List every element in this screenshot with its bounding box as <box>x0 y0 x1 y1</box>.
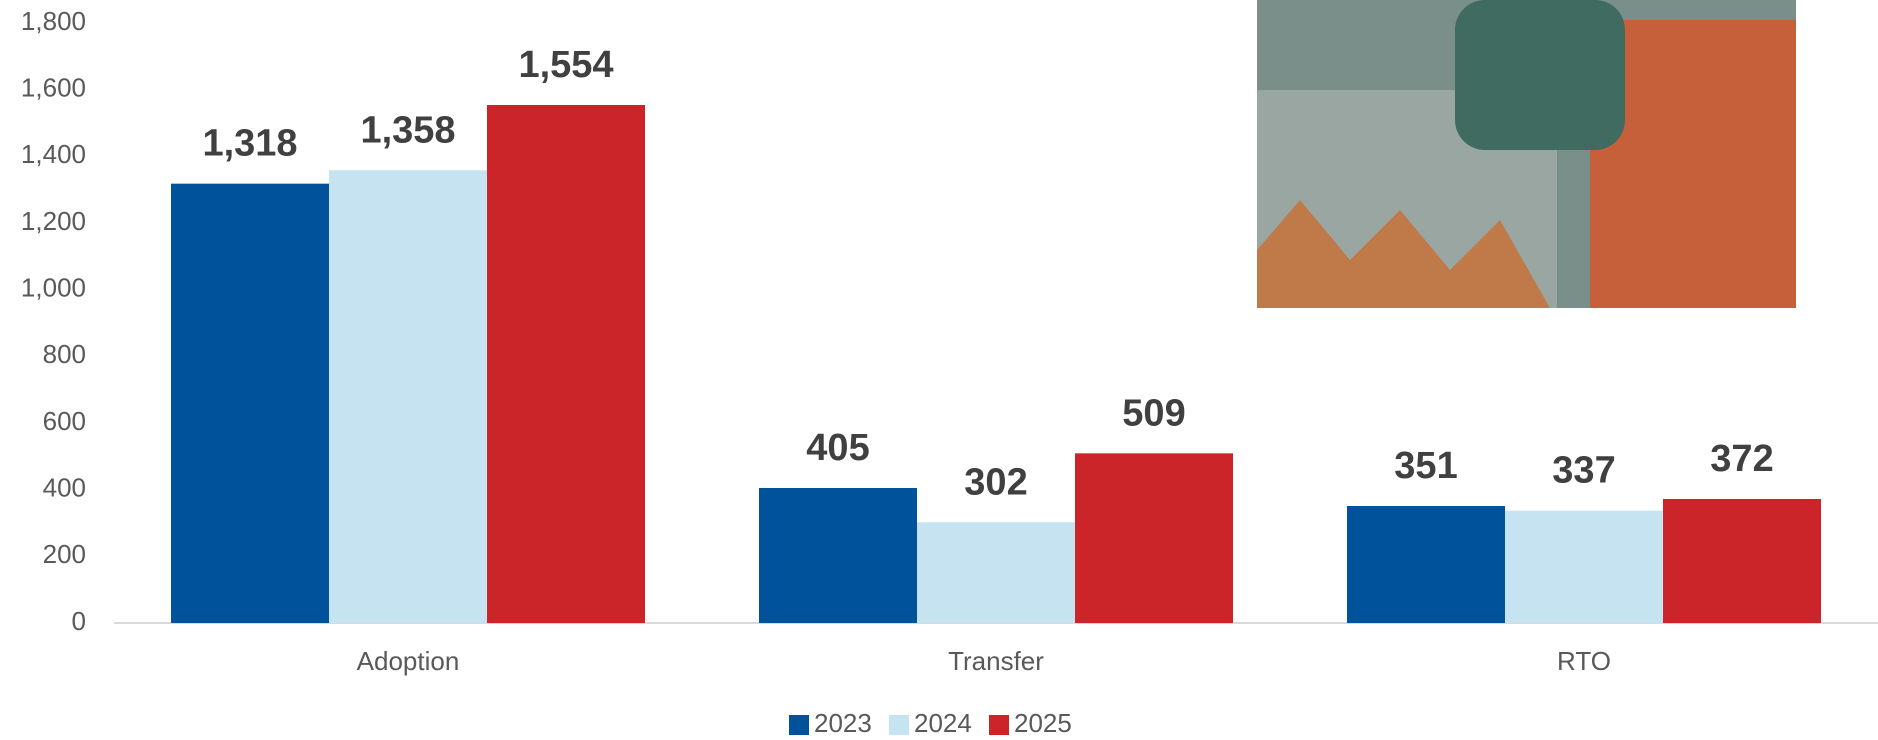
bar <box>759 488 917 623</box>
x-tick-label: Transfer <box>948 646 1044 676</box>
legend-swatch <box>989 715 1009 735</box>
value-label: 1,554 <box>518 44 613 86</box>
value-label: 337 <box>1552 450 1615 492</box>
y-tick-label: 0 <box>72 606 86 636</box>
bar <box>487 105 645 623</box>
bar <box>1075 453 1233 623</box>
y-tick-label: 1,000 <box>21 273 86 303</box>
y-tick-label: 1,200 <box>21 206 86 236</box>
legend-label: 2024 <box>914 708 972 738</box>
legend-swatch <box>789 715 809 735</box>
bar <box>171 183 329 623</box>
value-label: 372 <box>1710 438 1773 480</box>
y-tick-label: 800 <box>43 339 86 369</box>
y-tick-label: 1,800 <box>21 6 86 36</box>
bar <box>1505 510 1663 623</box>
bar <box>1347 506 1505 623</box>
value-label: 1,318 <box>202 123 297 165</box>
value-label: 302 <box>964 461 1027 503</box>
value-label: 1,358 <box>360 109 455 151</box>
y-tick-label: 1,400 <box>21 139 86 169</box>
photo-dog <box>1455 0 1625 150</box>
legend-label: 2023 <box>814 708 872 738</box>
bar <box>1663 499 1821 623</box>
x-tick-label: Adoption <box>357 646 460 676</box>
y-tick-label: 1,600 <box>21 73 86 103</box>
legend-label: 2025 <box>1014 708 1072 738</box>
y-tick-label: 200 <box>43 539 86 569</box>
y-tick-label: 400 <box>43 473 86 503</box>
bar <box>917 522 1075 623</box>
y-tick-label: 600 <box>43 406 86 436</box>
x-tick-label: RTO <box>1557 646 1611 676</box>
value-label: 351 <box>1394 445 1457 487</box>
photo-pattern <box>1257 200 1550 308</box>
photo <box>1257 0 1796 308</box>
bar <box>329 170 487 624</box>
value-label: 509 <box>1122 392 1185 434</box>
legend-swatch <box>889 715 909 735</box>
value-label: 405 <box>806 427 869 469</box>
